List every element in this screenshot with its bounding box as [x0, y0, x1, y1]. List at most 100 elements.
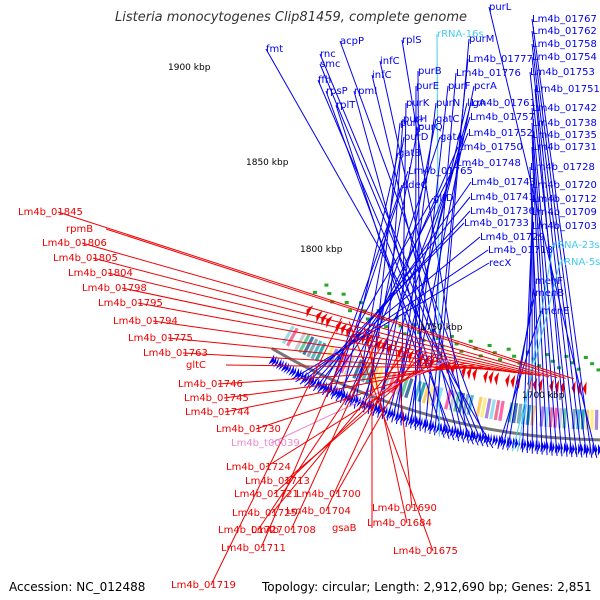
reverse-leader-line [57, 211, 575, 380]
cog-segment [360, 362, 372, 383]
cog-segment [404, 378, 414, 399]
forward-leader-line [367, 122, 401, 415]
reverse-gene-label: Lm4b_01745 [184, 393, 249, 404]
forward-leader-line [312, 196, 471, 392]
forward-gene-label: fmt [266, 44, 283, 55]
forward-gene-label: menB [535, 288, 564, 299]
reverse-leader-line [265, 356, 443, 468]
forward-gene-arrow [444, 424, 448, 436]
forward-gene-label: Lm4b_01735 [532, 130, 597, 141]
reverse-gene-arrow [538, 378, 543, 393]
forward-gene-label: Lm4b_01718 [488, 245, 553, 256]
gc-mark [398, 324, 403, 328]
reverse-leader-line [81, 242, 558, 379]
forward-gene-arrow [549, 441, 553, 454]
forward-gene-label: gltD [433, 193, 454, 204]
gc-mark [344, 301, 349, 304]
forward-gene-label: Lm4b_01703 [532, 221, 597, 232]
forward-gene-arrow [452, 426, 456, 438]
forward-gene-label: Lm4b_01754 [532, 52, 597, 63]
forward-gene-arrow [557, 442, 561, 454]
tick-label: 1700 kbp [522, 391, 565, 401]
forward-leader-line [531, 122, 558, 457]
forward-leader-line [497, 310, 542, 449]
reverse-leader-line [152, 320, 516, 374]
forward-gene-label: smc [320, 59, 340, 70]
cog-segment [480, 397, 488, 418]
tick-label: 1800 kbp [300, 245, 343, 255]
forward-gene-label: purC [400, 118, 424, 129]
cog-segment [302, 336, 315, 356]
forward-gene-arrow [511, 437, 516, 449]
forward-leader-line [531, 134, 553, 456]
forward-gene-arrow [407, 414, 413, 426]
forward-gene-arrow [494, 434, 498, 447]
forward-gene-label: Lm4b_01765 [408, 166, 473, 177]
reverse-gene-arrow [321, 313, 328, 326]
reverse-gene-arrow [532, 377, 538, 392]
forward-leader-line [531, 18, 593, 458]
forward-gene-label: Lm4b_01729 [480, 232, 545, 243]
forward-gene-arrow [383, 406, 388, 418]
forward-gene-label: Lm4b_01752 [468, 128, 533, 139]
reverse-gene-arrow [582, 381, 587, 396]
forward-leader-line [517, 244, 554, 452]
cog-segment [489, 399, 496, 420]
forward-gene-arrow [583, 443, 587, 456]
reverse-leader-line [92, 257, 550, 378]
forward-gene-arrow [597, 443, 600, 456]
cog-segment [498, 400, 505, 421]
cog-segment [453, 391, 461, 412]
forward-gene-label: Lm4b_01750 [458, 142, 523, 153]
forward-gene-label: Lm4b_01728 [530, 162, 595, 173]
gc-mark [366, 317, 370, 321]
reverse-gene-arrow [488, 370, 494, 385]
forward-gene-arrow [343, 390, 348, 402]
gc-mark [454, 342, 459, 346]
forward-gene-arrow [301, 371, 307, 383]
reverse-leader-line [257, 337, 388, 531]
forward-leader-line [335, 162, 457, 402]
forward-gene-arrow [500, 435, 504, 448]
forward-gene-label: Lm4b_01767 [532, 14, 597, 25]
cog-segment [493, 400, 501, 421]
forward-gene-arrow [577, 443, 581, 456]
gc-mark [330, 300, 335, 304]
reverse-gene-arrow [510, 374, 516, 389]
forward-leader-line [381, 118, 404, 420]
forward-gene-arrow [455, 426, 460, 439]
forward-gene-label: rplT [336, 100, 356, 111]
gc-mark [596, 368, 600, 372]
forward-gene-label: rnc [320, 49, 336, 60]
reverse-gene-label: Lm4b_t00039 [231, 438, 300, 449]
forward-gene-label: gatB [398, 148, 421, 159]
reverse-gene-label: Lm4b_01727 [218, 525, 283, 536]
gc-mark [459, 349, 464, 353]
forward-leader-line [349, 136, 441, 408]
forward-gene-label: purD [404, 132, 429, 143]
forward-gene-label: Lm4b_01777 [468, 54, 533, 65]
cog-segment [594, 409, 599, 430]
gc-mark [468, 339, 473, 343]
cog-segment [590, 409, 594, 430]
reverse-gene-label: Lm4b_01730 [216, 424, 281, 435]
forward-gene-label: Lm4b_01753 [530, 67, 595, 78]
forward-gene-label: Lm4b_01776 [456, 68, 521, 79]
forward-gene-label: Lm4b_01758 [532, 39, 597, 50]
forward-gene-arrow [520, 438, 524, 451]
forward-leader-line [377, 118, 437, 418]
gc-mark [327, 292, 332, 295]
forward-gene-arrow [364, 399, 369, 411]
genome-stats-text: Topology: circular; Length: 2,912,690 bp… [262, 580, 592, 594]
forward-leader-line [401, 39, 469, 444]
gc-mark [590, 362, 595, 366]
forward-gene-label: Lm4b_01761 [471, 98, 536, 109]
gc-mark [449, 334, 454, 338]
reverse-leader-line [255, 360, 459, 430]
reverse-leader-line [348, 321, 434, 552]
forward-gene-label: purF [448, 81, 471, 92]
gc-mark [512, 354, 517, 358]
forward-leader-line [353, 90, 450, 440]
cog-segment [294, 331, 307, 351]
